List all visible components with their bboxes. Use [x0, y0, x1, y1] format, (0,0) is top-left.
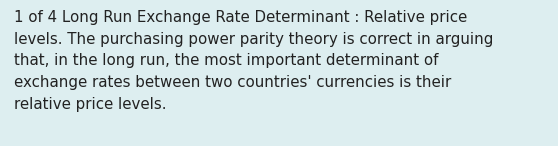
Text: 1 of 4 Long Run Exchange Rate Determinant : Relative price
levels. The purchasin: 1 of 4 Long Run Exchange Rate Determinan… [14, 10, 493, 112]
